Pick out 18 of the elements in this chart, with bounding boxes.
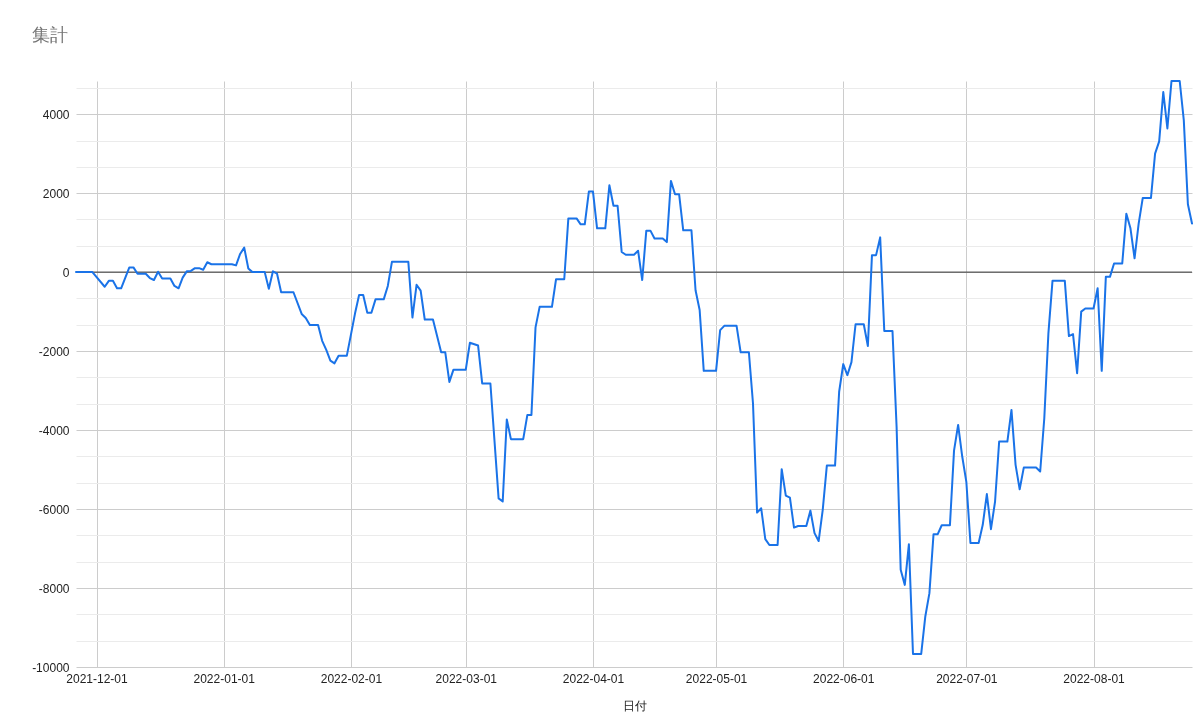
chart-title: 集計 — [31, 25, 68, 45]
x-tick-label: 2022-05-01 — [685, 671, 748, 686]
x-tick-label: 2022-03-01 — [435, 671, 498, 686]
x-axis-title: 日付 — [622, 698, 647, 713]
x-tick-label: 2022-07-01 — [936, 671, 998, 686]
x-tick-label: 2022-02-01 — [320, 671, 383, 686]
x-tick-label: 2022-08-01 — [1063, 671, 1126, 686]
y-tick-label: -6000 — [38, 502, 70, 517]
x-tick-label: 2022-01-01 — [193, 671, 256, 686]
y-tick-label: 2000 — [42, 186, 70, 201]
y-tick-label: 0 — [62, 265, 70, 280]
x-tick-label: 2022-06-01 — [813, 671, 875, 686]
x-tick-label: 2022-04-01 — [562, 671, 625, 686]
y-tick-label: 4000 — [42, 107, 70, 122]
y-tick-label: -4000 — [38, 423, 70, 438]
y-tick-label: -2000 — [38, 344, 70, 359]
line-series — [75, 80, 1193, 655]
y-tick-label: -8000 — [38, 581, 70, 596]
